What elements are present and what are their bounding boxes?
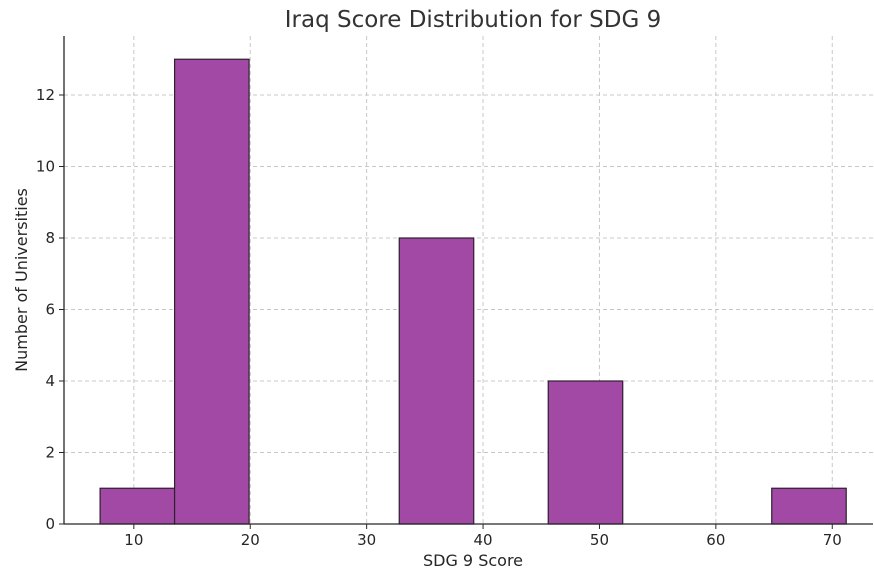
y-tick-label: 12 (36, 86, 55, 104)
x-tick-label: 60 (706, 531, 725, 549)
x-tick-label: 40 (474, 531, 493, 549)
x-tick-label: 30 (357, 531, 376, 549)
y-tick-label: 2 (45, 443, 55, 461)
histogram-bar (771, 487, 847, 525)
histogram-bar (547, 380, 624, 525)
x-tick-label: 50 (590, 531, 609, 549)
axes (63, 36, 873, 525)
y-axis-label: Number of Universities (12, 188, 31, 372)
x-axis-ticks: 10 20 30 40 50 60 70 (124, 524, 842, 549)
y-tick-label: 6 (45, 300, 55, 318)
y-tick-label: 10 (36, 157, 55, 175)
y-tick-label: 8 (45, 229, 55, 247)
x-tick-label: 70 (823, 531, 842, 549)
y-tick-label: 0 (45, 515, 55, 533)
histogram-bar (173, 58, 250, 525)
x-axis-label: SDG 9 Score (423, 551, 523, 570)
x-tick-label: 20 (241, 531, 260, 549)
histogram-bar (398, 237, 475, 525)
histogram-bar (99, 487, 176, 525)
chart-title: Iraq Score Distribution for SDG 9 (285, 7, 661, 33)
y-axis-ticks: 0 2 4 6 8 10 12 (36, 86, 64, 533)
x-tick-label: 10 (124, 531, 143, 549)
bars (99, 58, 847, 525)
y-tick-label: 4 (45, 372, 55, 390)
